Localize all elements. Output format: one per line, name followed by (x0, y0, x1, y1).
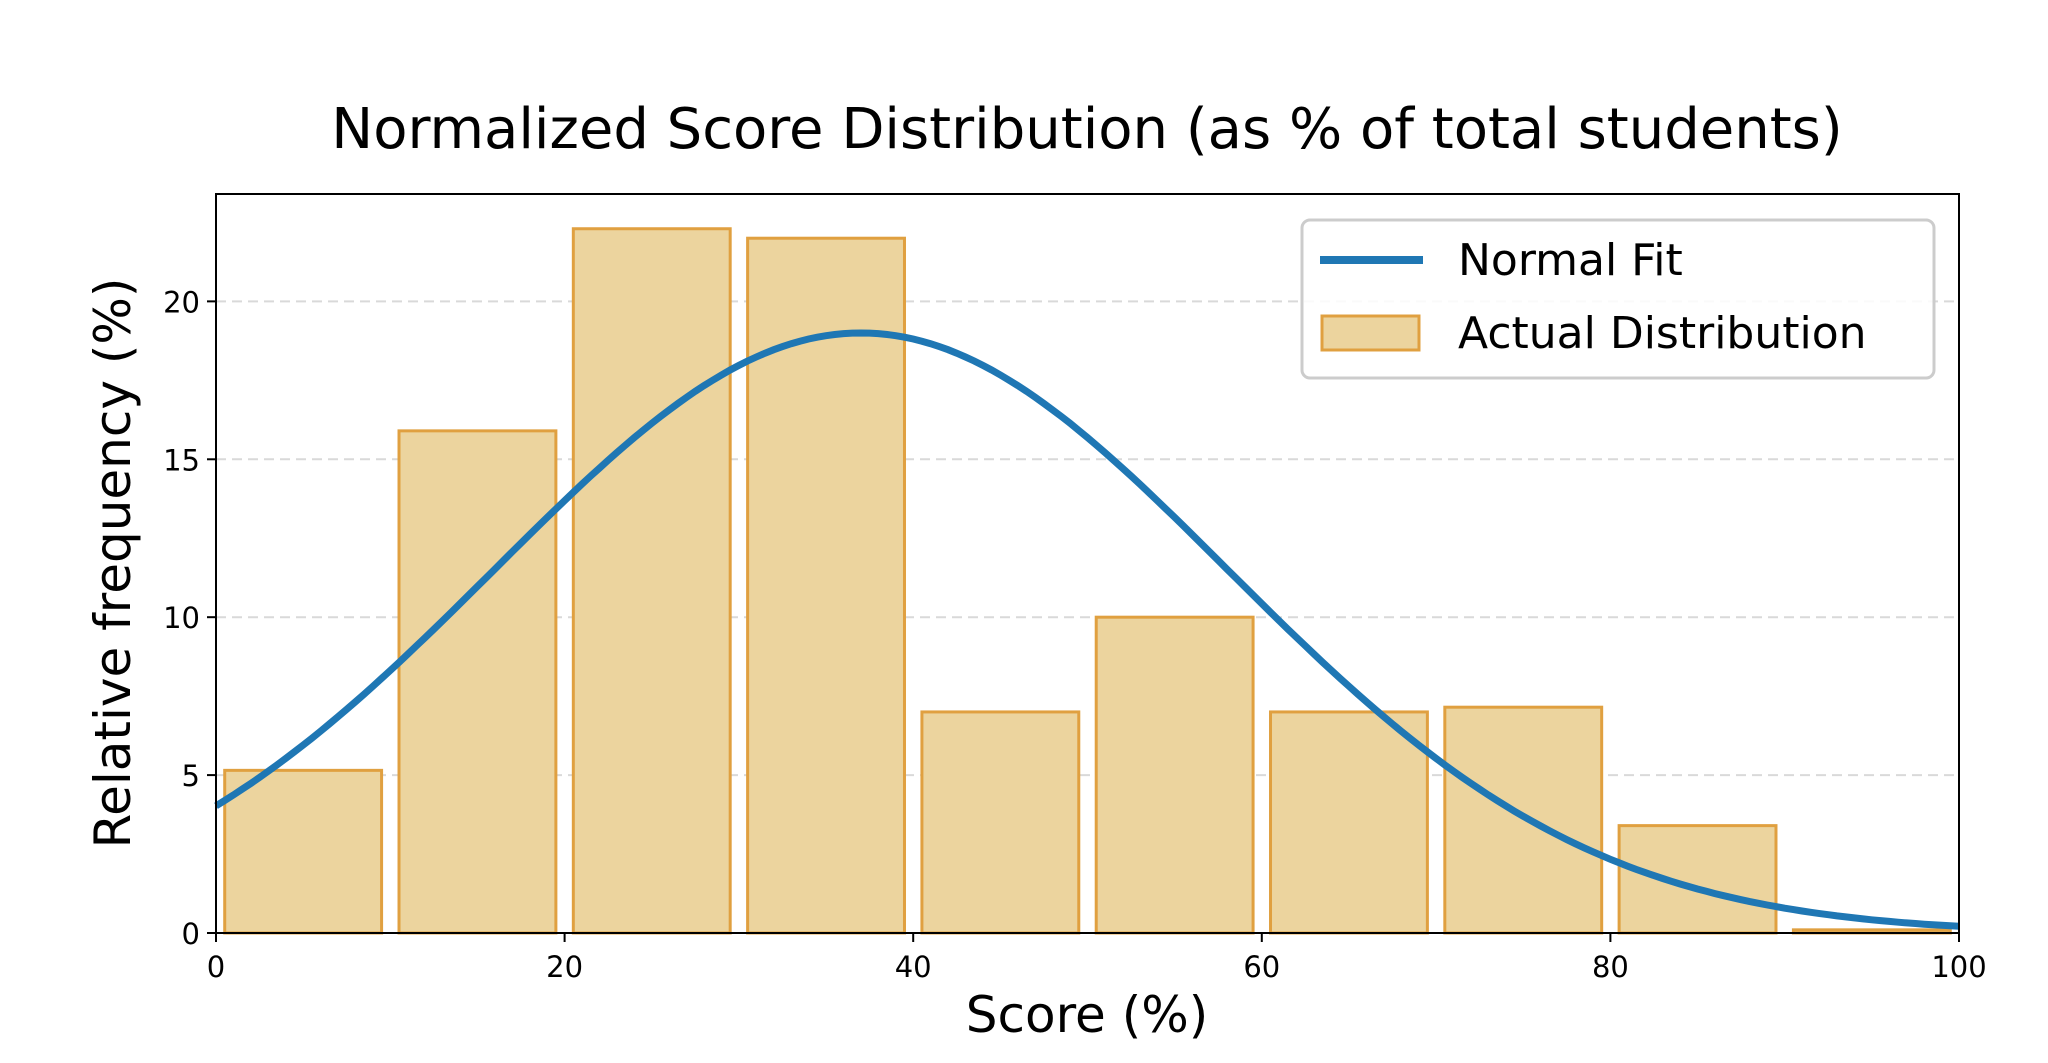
y-tick-label: 20 (163, 285, 200, 319)
x-axis-label: Score (%) (966, 986, 1208, 1044)
legend-label-normal-fit: Normal Fit (1458, 235, 1683, 286)
y-ticks: 0 5 10 15 20 (163, 285, 216, 951)
histogram-bar (571, 227, 732, 935)
histogram-bar (1094, 615, 1255, 935)
histogram-bar (397, 429, 558, 935)
y-tick-label: 0 (182, 917, 200, 951)
y-tick-label: 15 (163, 443, 200, 477)
bars (223, 227, 1952, 935)
y-tick-label: 5 (182, 759, 200, 793)
normal-fit-line (214, 329, 1960, 930)
histogram-bar (223, 768, 384, 935)
chart-title: Normalized Score Distribution (as % of t… (331, 97, 1842, 162)
x-tick-label: 40 (895, 950, 932, 984)
x-tick-label: 20 (546, 950, 583, 984)
y-tick-label: 10 (163, 601, 200, 635)
x-tick-label: 60 (1243, 950, 1280, 984)
legend-bar-swatch (1320, 314, 1421, 352)
x-tick-label: 0 (207, 950, 225, 984)
x-ticks: 0 20 40 60 80 100 (207, 933, 1987, 984)
x-tick-label: 80 (1592, 950, 1629, 984)
histogram-bar (746, 236, 906, 935)
histogram-bar (1617, 824, 1778, 935)
legend-label-actual-distribution: Actual Distribution (1458, 308, 1867, 359)
histogram-bar (1269, 710, 1429, 935)
legend: Normal Fit Actual Distribution (1300, 218, 1936, 380)
y-axis-label: Relative frequency (%) (84, 278, 142, 849)
legend-box (1300, 218, 1936, 380)
x-tick-label: 100 (1931, 950, 1986, 984)
histogram-bar (920, 710, 1081, 935)
plot-frame (215, 193, 1960, 934)
